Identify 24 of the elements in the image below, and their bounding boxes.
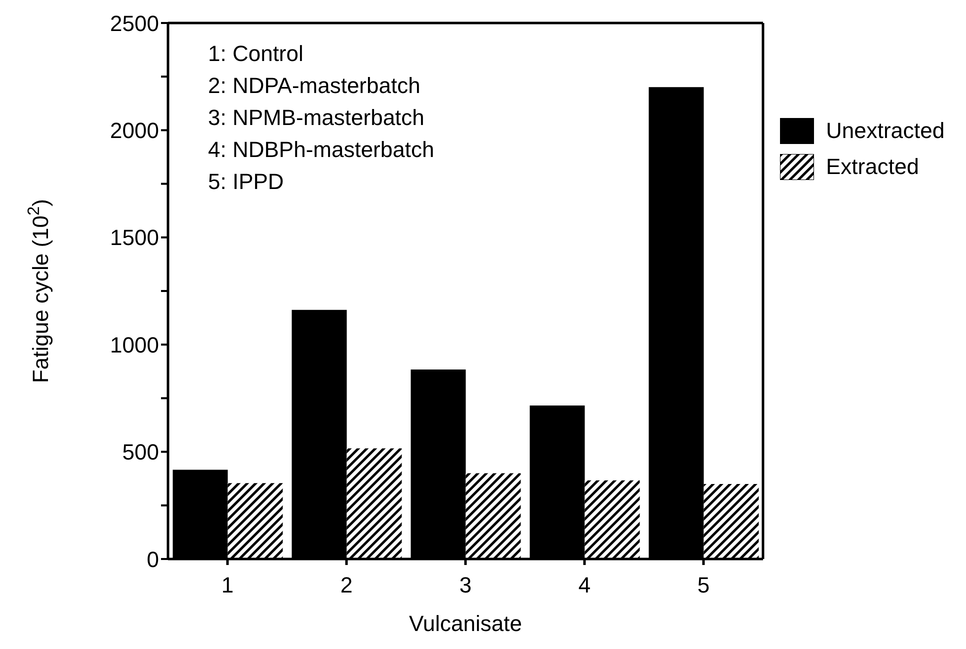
annotation: 2: NDPA-masterbatch [208,72,422,100]
x-tick-label: 5 [697,572,710,598]
y-tick-label: 0 [146,546,159,572]
y-tick-label: 500 [122,440,159,465]
x-tick-label: 4 [578,572,591,598]
x-tick-label: 2 [340,572,353,598]
bar [704,484,759,559]
legend-label: Extracted [826,154,919,180]
bar [584,480,640,559]
legend-label: Unextracted [826,118,945,144]
y-tick-label: 2000 [110,118,159,144]
y-tick-label: 1000 [110,332,159,358]
bar [466,473,521,559]
x-tick-label: 1 [221,572,234,598]
bar [346,448,402,559]
annotation: 5: IPPD [208,168,285,196]
annotation: 4: NDBPh-masterbatch [208,136,434,164]
y-tick-label: 2500 [110,10,159,36]
annotation: 1: Control [208,40,304,68]
annotation: 3: NPMB-masterbatch [208,104,426,132]
x-tick-label: 3 [459,572,472,598]
bar [228,483,283,559]
x-axis-title: Vulcanisate [409,611,522,636]
y-tick-label: 1500 [110,225,159,250]
